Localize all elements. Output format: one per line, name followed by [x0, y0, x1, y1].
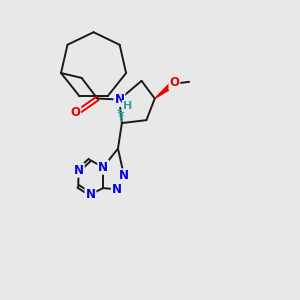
Text: N: N: [74, 164, 84, 177]
Text: H: H: [123, 101, 132, 111]
Text: O: O: [169, 76, 179, 89]
Text: N: N: [85, 188, 95, 201]
Text: N: N: [112, 183, 122, 196]
Text: O: O: [70, 106, 80, 119]
Polygon shape: [155, 82, 175, 98]
Text: N: N: [98, 161, 108, 174]
Text: N: N: [114, 93, 124, 106]
Text: N: N: [119, 169, 129, 182]
